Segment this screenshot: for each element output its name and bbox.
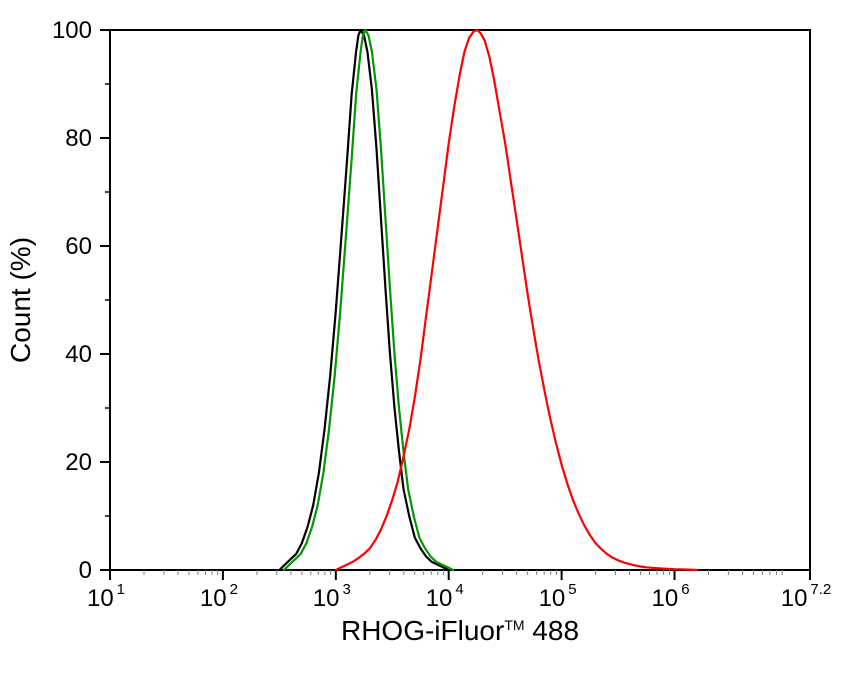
- svg-text:101: 101: [87, 581, 125, 612]
- svg-text:60: 60: [65, 233, 92, 260]
- chart-container: { "chart": { "type": "histogram-flow-cyt…: [0, 0, 841, 673]
- svg-text:100: 100: [52, 17, 92, 44]
- svg-text:80: 80: [65, 125, 92, 152]
- series-unstained: [279, 30, 448, 570]
- svg-text:107.2: 107.2: [781, 581, 832, 612]
- y-axis-label: Count (%): [5, 237, 36, 363]
- x-axis-label: RHOG-iFluorTM 488: [341, 615, 579, 646]
- svg-text:40: 40: [65, 341, 92, 368]
- flow-cytometry-histogram: 0 20 40 60 80 100 101 102 103 104 105 106 107.2 Coun…: [0, 0, 841, 673]
- svg-text:102: 102: [200, 581, 238, 612]
- svg-text:104: 104: [426, 581, 464, 612]
- svg-text:0: 0: [79, 557, 92, 584]
- svg-text:20: 20: [65, 449, 92, 476]
- svg-text:106: 106: [651, 581, 689, 612]
- svg-text:105: 105: [539, 581, 577, 612]
- svg-text:103: 103: [313, 581, 351, 612]
